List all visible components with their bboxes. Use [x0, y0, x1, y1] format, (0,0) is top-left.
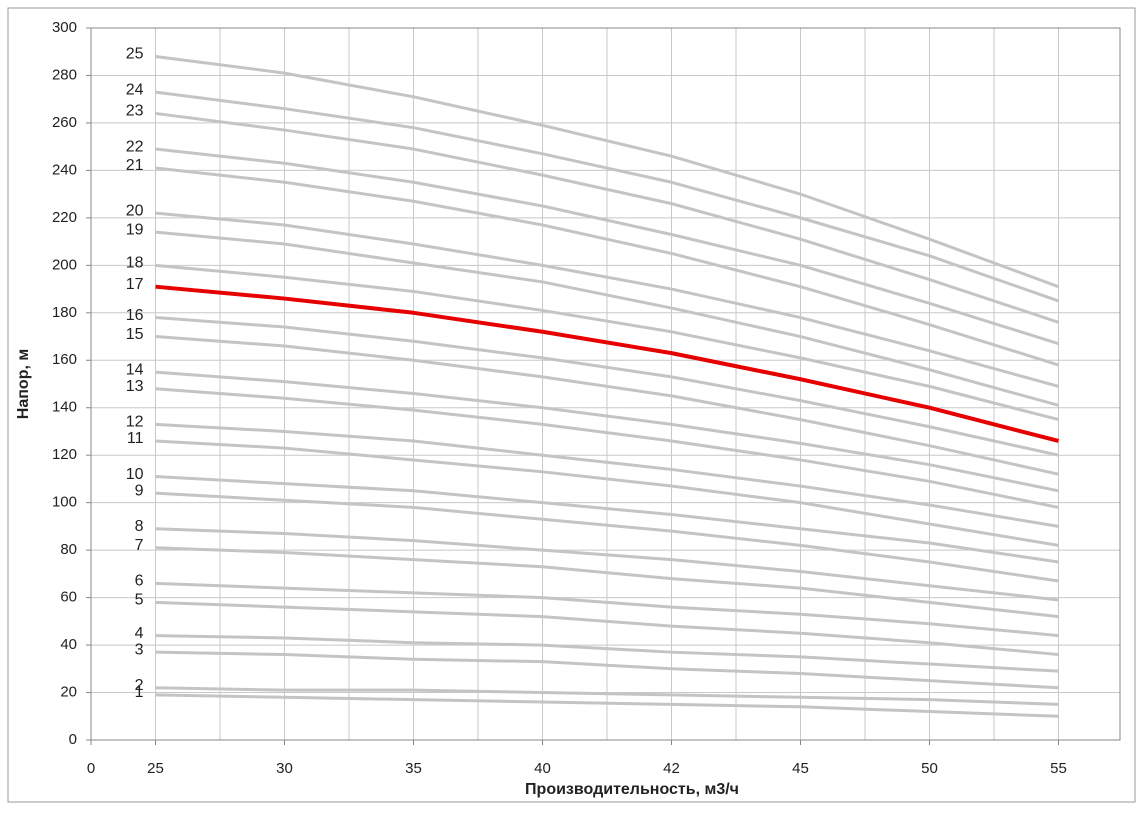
x-tick-label: 55 — [1050, 760, 1067, 777]
series-label: 20 — [126, 202, 144, 219]
series-line — [155, 387, 1059, 509]
y-tick-label: 160 — [52, 351, 77, 368]
y-tick-label: 220 — [52, 209, 77, 226]
series-line — [155, 422, 1059, 528]
series-line — [155, 211, 1059, 388]
y-tick-label: 300 — [52, 19, 77, 36]
y-tick-label: 80 — [60, 541, 77, 558]
series-line — [155, 686, 1059, 706]
series-line — [155, 370, 1059, 493]
y-tick-label: 100 — [52, 494, 77, 511]
y-tick-label: 180 — [52, 304, 77, 321]
y-tick-label: 120 — [52, 446, 77, 463]
series-line — [155, 650, 1059, 690]
series-line — [155, 230, 1059, 407]
y-axis-title: Напор, м — [15, 349, 32, 419]
series-label: 17 — [126, 276, 144, 293]
series-line — [155, 527, 1059, 602]
y-tick-label: 20 — [60, 684, 77, 701]
series-label: 13 — [126, 378, 144, 395]
x-tick-label: 42 — [663, 760, 680, 777]
series-label: 2 — [135, 677, 144, 694]
series-label: 12 — [126, 414, 144, 431]
series-line — [155, 439, 1059, 547]
series-label: 19 — [126, 221, 144, 238]
x-axis-title: Производительность, м3/ч — [525, 781, 739, 798]
y-tick-label: 280 — [52, 66, 77, 83]
series-line — [155, 581, 1059, 638]
x-tick-label: 50 — [921, 760, 938, 777]
y-tick-label: 240 — [52, 161, 77, 178]
y-tick-label: 260 — [52, 114, 77, 131]
y-tick-label: 0 — [69, 731, 77, 748]
series-label: 22 — [126, 138, 144, 155]
series-label: 24 — [126, 81, 144, 98]
series-label: 7 — [135, 537, 144, 554]
series-label: 1 — [135, 684, 144, 701]
series-line — [155, 90, 1059, 303]
y-tick-label: 40 — [60, 636, 77, 653]
frame — [7, 7, 1136, 803]
x-tick-label: 45 — [792, 760, 809, 777]
series-line — [155, 284, 1059, 443]
series-label: 3 — [135, 641, 144, 658]
x-tick-label: 40 — [534, 760, 551, 777]
x-tick-label: 0 — [87, 760, 95, 777]
series-line — [155, 693, 1059, 718]
series-label: 14 — [126, 361, 144, 378]
plot-border — [90, 27, 1121, 741]
x-tick-label: 30 — [276, 760, 293, 777]
series-line — [155, 316, 1059, 457]
y-tick-label: 140 — [52, 399, 77, 416]
series-line — [155, 147, 1059, 346]
series-line — [155, 263, 1059, 422]
series-line — [155, 335, 1059, 476]
series-label: 15 — [126, 326, 144, 343]
series-label: 21 — [126, 157, 144, 174]
series-label: 18 — [126, 255, 144, 272]
series-label: 4 — [135, 625, 144, 642]
series-line — [155, 111, 1059, 324]
series-label: 25 — [126, 46, 144, 63]
series-label: 10 — [126, 466, 144, 483]
series-label: 9 — [135, 482, 144, 499]
y-tick-label: 60 — [60, 589, 77, 606]
series-line — [155, 475, 1059, 564]
series-label: 16 — [126, 307, 144, 324]
y-tick-label: 200 — [52, 256, 77, 273]
series-line — [155, 54, 1060, 289]
series-line — [155, 546, 1059, 619]
series-label: 8 — [135, 518, 144, 535]
series-line — [155, 166, 1059, 367]
x-tick-label: 35 — [405, 760, 422, 777]
series-label: 5 — [135, 592, 144, 609]
series-label: 11 — [127, 430, 144, 447]
series-line — [155, 600, 1059, 657]
x-tick-label: 25 — [147, 760, 164, 777]
series-label: 23 — [126, 103, 144, 120]
series-label: 6 — [135, 573, 144, 590]
series-line — [155, 491, 1059, 583]
series-line — [155, 634, 1059, 673]
